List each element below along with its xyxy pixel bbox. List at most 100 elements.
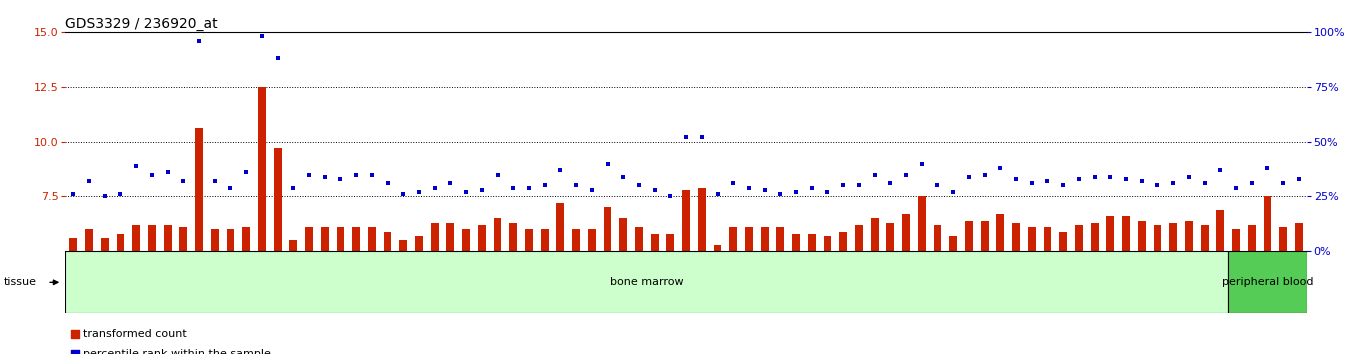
Bar bbox=[525, 229, 533, 251]
Point bbox=[1020, 181, 1042, 186]
Bar bbox=[368, 227, 375, 251]
Point bbox=[943, 189, 964, 195]
Point bbox=[832, 183, 854, 188]
Point bbox=[299, 172, 321, 177]
Point bbox=[880, 181, 902, 186]
Point bbox=[550, 167, 572, 173]
Point bbox=[581, 187, 603, 193]
Point bbox=[109, 192, 131, 197]
Bar bbox=[887, 223, 895, 251]
Bar bbox=[321, 227, 329, 251]
Bar bbox=[1185, 221, 1192, 251]
Point bbox=[1194, 181, 1215, 186]
Text: transformed count: transformed count bbox=[83, 329, 187, 339]
Point bbox=[1241, 181, 1263, 186]
Text: tissue: tissue bbox=[3, 277, 37, 287]
Point bbox=[172, 178, 194, 184]
Bar bbox=[211, 229, 218, 251]
Point bbox=[958, 174, 979, 179]
Bar bbox=[698, 188, 705, 251]
Bar bbox=[1123, 216, 1129, 251]
Bar bbox=[431, 223, 439, 251]
Point bbox=[1273, 181, 1294, 186]
Bar bbox=[383, 232, 391, 251]
Point bbox=[94, 194, 116, 199]
Text: bone marrow: bone marrow bbox=[610, 277, 683, 287]
Bar bbox=[964, 221, 973, 251]
Bar bbox=[509, 223, 517, 251]
Point bbox=[64, 351, 86, 354]
Bar bbox=[682, 190, 690, 251]
Point bbox=[1005, 176, 1027, 182]
Bar bbox=[132, 225, 140, 251]
Point bbox=[1288, 176, 1309, 182]
Point bbox=[1068, 176, 1090, 182]
Bar bbox=[1169, 223, 1177, 251]
Bar bbox=[243, 227, 250, 251]
Point bbox=[330, 176, 352, 182]
Bar bbox=[1028, 227, 1035, 251]
Point bbox=[456, 189, 477, 195]
Bar bbox=[195, 129, 203, 251]
Bar bbox=[306, 227, 312, 251]
Bar bbox=[226, 229, 235, 251]
Bar bbox=[604, 207, 611, 251]
Bar bbox=[1232, 229, 1240, 251]
Bar bbox=[730, 227, 737, 251]
Bar bbox=[949, 236, 958, 251]
Point bbox=[314, 174, 336, 179]
Point bbox=[1116, 176, 1138, 182]
Bar bbox=[258, 87, 266, 251]
Bar bbox=[713, 245, 722, 251]
Point bbox=[78, 178, 100, 184]
Bar bbox=[180, 227, 187, 251]
Bar bbox=[540, 229, 548, 251]
Bar bbox=[289, 240, 297, 251]
Bar bbox=[147, 225, 155, 251]
Point bbox=[675, 135, 697, 140]
Bar bbox=[588, 229, 596, 251]
Bar bbox=[1106, 216, 1114, 251]
Point bbox=[361, 172, 383, 177]
Point bbox=[754, 187, 776, 193]
Bar bbox=[1043, 227, 1052, 251]
Bar bbox=[792, 234, 801, 251]
Point bbox=[1162, 181, 1184, 186]
Point bbox=[1131, 178, 1153, 184]
Bar bbox=[1263, 196, 1271, 251]
Point bbox=[565, 183, 587, 188]
Point bbox=[848, 183, 870, 188]
Bar bbox=[1294, 223, 1303, 251]
Point bbox=[1052, 183, 1073, 188]
Bar bbox=[855, 225, 863, 251]
Point bbox=[1225, 185, 1247, 190]
Bar bbox=[1248, 225, 1256, 251]
Bar bbox=[902, 214, 910, 251]
Bar bbox=[1200, 225, 1209, 251]
Point bbox=[282, 185, 304, 190]
Point bbox=[1178, 174, 1200, 179]
Point bbox=[817, 189, 839, 195]
Bar bbox=[651, 234, 659, 251]
Bar bbox=[1060, 232, 1067, 251]
Bar bbox=[667, 234, 674, 251]
Bar bbox=[400, 240, 408, 251]
Point bbox=[157, 170, 179, 175]
Point bbox=[439, 181, 461, 186]
Bar bbox=[415, 236, 423, 251]
Point bbox=[738, 185, 760, 190]
Point bbox=[926, 183, 948, 188]
Point bbox=[786, 189, 807, 195]
Point bbox=[1256, 165, 1278, 171]
Bar bbox=[1154, 225, 1161, 251]
Bar bbox=[981, 221, 989, 251]
Bar bbox=[494, 218, 502, 251]
Point bbox=[596, 161, 618, 166]
Point bbox=[63, 192, 85, 197]
Bar bbox=[446, 223, 454, 251]
Point bbox=[533, 183, 555, 188]
Text: peripheral blood: peripheral blood bbox=[1222, 277, 1314, 287]
Point bbox=[251, 33, 273, 39]
Bar bbox=[1228, 251, 1307, 313]
Point bbox=[487, 172, 509, 177]
